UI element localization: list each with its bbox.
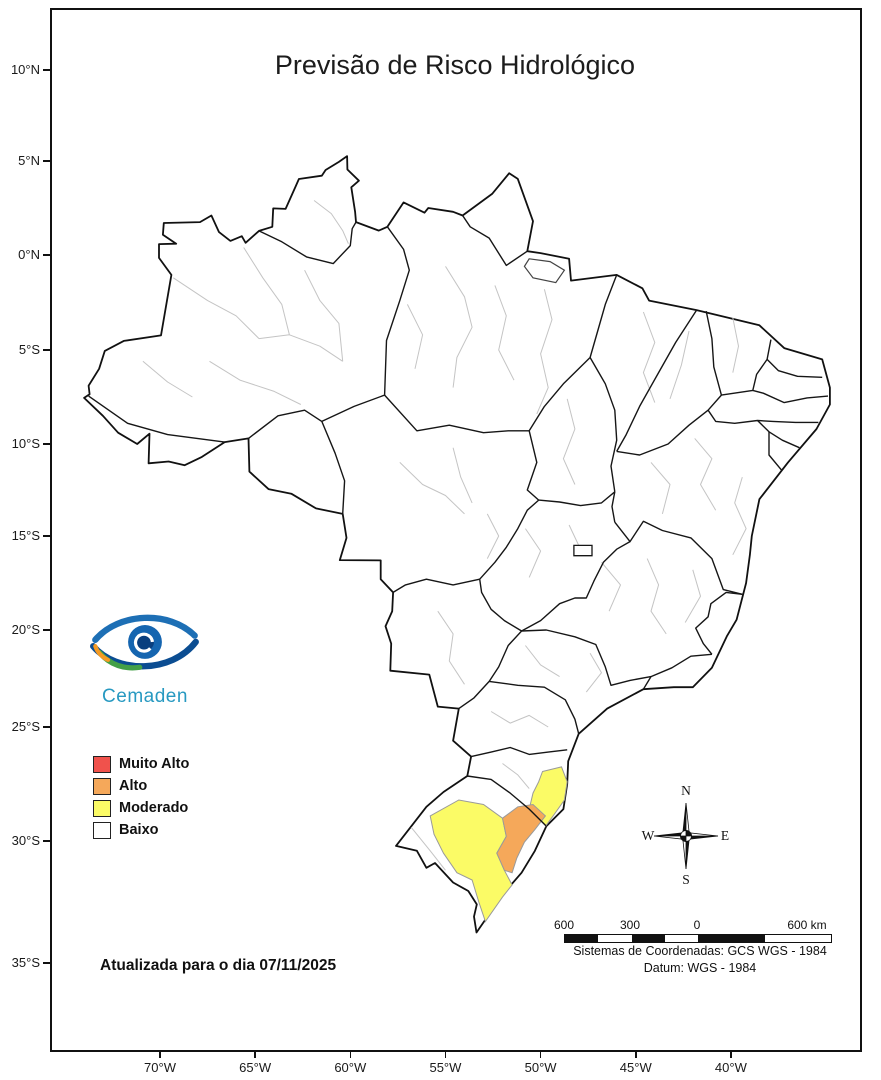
legend-label: Moderado xyxy=(119,800,189,816)
scale-label-0: 0 xyxy=(693,918,701,932)
compass-east-label: E xyxy=(721,828,729,843)
lat-tick-label: 5°S xyxy=(18,342,40,357)
legend-label: Baixo xyxy=(119,822,159,838)
lon-tick-mark xyxy=(539,1051,542,1058)
lat-tick-label: 10°N xyxy=(10,62,40,77)
logo-orange-arc xyxy=(93,644,111,663)
legend-item-muito-alto: Muito Alto xyxy=(93,753,189,775)
map-frame xyxy=(50,8,862,1052)
cemaden-logo-icon xyxy=(90,614,199,671)
coordinate-system-note: Sistemas de Coordenadas: GCS WGS - 1984 … xyxy=(540,943,860,976)
page-title: Previsão de Risco Hidrológico xyxy=(274,50,636,80)
scale-label-600-left: 600 xyxy=(553,918,575,932)
lat-tick-mark xyxy=(43,254,50,256)
legend-swatch xyxy=(93,755,111,773)
lat-tick-mark xyxy=(43,349,50,351)
lat-tick-label: 5°N xyxy=(18,153,40,168)
legend-item-baixo: Baixo xyxy=(93,819,189,841)
lon-tick-label: 60°W xyxy=(334,1060,367,1075)
legend-swatch xyxy=(93,777,111,795)
lat-tick-mark xyxy=(43,726,50,728)
compass-west-label: W xyxy=(642,828,655,843)
lon-tick-label: 45°W xyxy=(619,1060,652,1075)
lat-tick-label: 20°S xyxy=(11,622,40,637)
lat-tick-label: 15°S xyxy=(11,528,40,543)
lat-tick-mark xyxy=(43,535,50,537)
legend-item-moderado: Moderado xyxy=(93,797,189,819)
lon-tick-label: 55°W xyxy=(429,1060,462,1075)
scale-label-300: 300 xyxy=(619,918,641,932)
lon-tick-mark xyxy=(159,1051,161,1058)
legend-item-alto: Alto xyxy=(93,775,189,797)
legend-swatch xyxy=(93,799,111,817)
legend-label: Alto xyxy=(119,778,148,794)
lat-tick-label: 25°S xyxy=(11,719,40,734)
cemaden-logo-block: Cemaden xyxy=(86,606,204,708)
lat-tick-mark xyxy=(43,962,50,964)
lon-tick-label: 50°W xyxy=(524,1060,557,1075)
lon-tick-mark xyxy=(444,1051,447,1058)
lat-tick-mark xyxy=(43,629,50,631)
cemaden-logo-text: Cemaden xyxy=(102,686,188,707)
lat-tick-label: 30°S xyxy=(11,833,40,848)
compass-star xyxy=(653,802,719,870)
lat-tick-mark xyxy=(43,160,50,162)
scale-label-600-km: 600 km xyxy=(787,918,827,932)
lat-tick-mark xyxy=(43,840,50,842)
compass-north-label: N xyxy=(681,784,691,798)
scale-bar-segments xyxy=(564,934,832,943)
lon-tick-mark xyxy=(730,1051,732,1058)
lon-tick-label: 70°W xyxy=(144,1060,176,1075)
coordinate-system-line1: Sistemas de Coordenadas: GCS WGS - 1984 xyxy=(573,944,827,958)
legend-swatch xyxy=(93,821,111,839)
compass-south-label: S xyxy=(682,872,690,886)
update-note: Atualizada para o dia 07/11/2025 xyxy=(100,957,337,974)
lon-tick-mark xyxy=(634,1051,637,1058)
legend-label: Muito Alto xyxy=(119,756,190,772)
lon-tick-label: 40°W xyxy=(714,1060,747,1075)
risk-legend: Muito Alto Alto Moderado Baixo xyxy=(93,753,189,841)
compass-rose: N S W E xyxy=(642,784,730,886)
lon-tick-label: 65°W xyxy=(239,1060,272,1075)
lat-tick-label: 10°S xyxy=(11,436,40,451)
lon-tick-mark xyxy=(349,1051,352,1058)
lat-tick-label: 35°S xyxy=(11,955,40,970)
lat-tick-mark xyxy=(43,443,50,445)
lat-tick-mark xyxy=(43,69,50,71)
coordinate-system-line2: Datum: WGS - 1984 xyxy=(643,960,757,975)
lon-tick-mark xyxy=(254,1051,256,1058)
lat-tick-label: 0°N xyxy=(18,247,40,262)
